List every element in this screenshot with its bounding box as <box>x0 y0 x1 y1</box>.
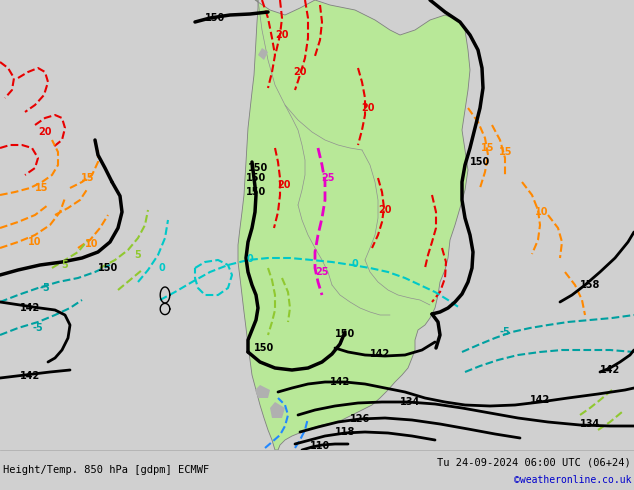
Polygon shape <box>270 402 285 418</box>
Text: 150: 150 <box>205 13 225 23</box>
Text: 134: 134 <box>580 419 600 429</box>
Text: -5: -5 <box>39 283 50 293</box>
Text: 10: 10 <box>29 237 42 247</box>
Polygon shape <box>238 0 470 450</box>
Text: 142: 142 <box>370 349 390 359</box>
Text: 5: 5 <box>134 250 141 260</box>
Text: 150: 150 <box>246 187 266 197</box>
Text: 20: 20 <box>38 127 52 137</box>
Text: -5: -5 <box>32 323 43 333</box>
Text: 142: 142 <box>20 303 40 313</box>
Text: 15: 15 <box>36 183 49 193</box>
Text: 20: 20 <box>275 30 288 40</box>
Text: 0: 0 <box>352 259 358 269</box>
Text: 134: 134 <box>400 397 420 407</box>
Text: 10: 10 <box>535 207 549 217</box>
Text: 150: 150 <box>335 329 355 339</box>
Text: Tu 24-09-2024 06:00 UTC (06+24): Tu 24-09-2024 06:00 UTC (06+24) <box>437 457 631 467</box>
Text: 25: 25 <box>321 173 335 183</box>
Text: -5: -5 <box>500 327 510 337</box>
Polygon shape <box>258 48 268 60</box>
Text: 20: 20 <box>378 205 392 215</box>
Text: 150: 150 <box>98 263 118 273</box>
Text: 20: 20 <box>361 103 375 113</box>
Text: 15: 15 <box>499 147 513 157</box>
Text: 10: 10 <box>85 239 99 249</box>
Text: ©weatheronline.co.uk: ©weatheronline.co.uk <box>514 475 631 485</box>
Text: 0: 0 <box>158 263 165 273</box>
Text: 110: 110 <box>310 441 330 451</box>
Text: 142: 142 <box>600 365 620 375</box>
Text: 20: 20 <box>294 67 307 77</box>
Text: 20: 20 <box>277 180 291 190</box>
Text: 5: 5 <box>61 260 68 270</box>
Text: Height/Temp. 850 hPa [gdpm] ECMWF: Height/Temp. 850 hPa [gdpm] ECMWF <box>3 465 209 475</box>
Text: 25: 25 <box>315 267 329 277</box>
Text: 142: 142 <box>330 377 350 387</box>
Text: 158: 158 <box>580 280 600 290</box>
Text: 150: 150 <box>246 173 266 183</box>
Polygon shape <box>255 385 270 398</box>
Text: 150: 150 <box>248 163 268 173</box>
Text: 0: 0 <box>247 254 254 264</box>
Text: 150: 150 <box>470 157 490 167</box>
Text: 142: 142 <box>530 395 550 405</box>
Text: 126: 126 <box>350 414 370 424</box>
Text: 15: 15 <box>481 143 495 153</box>
Text: 142: 142 <box>20 371 40 381</box>
Text: 150: 150 <box>254 343 274 353</box>
Text: 118: 118 <box>335 427 355 437</box>
Text: 15: 15 <box>81 173 94 183</box>
